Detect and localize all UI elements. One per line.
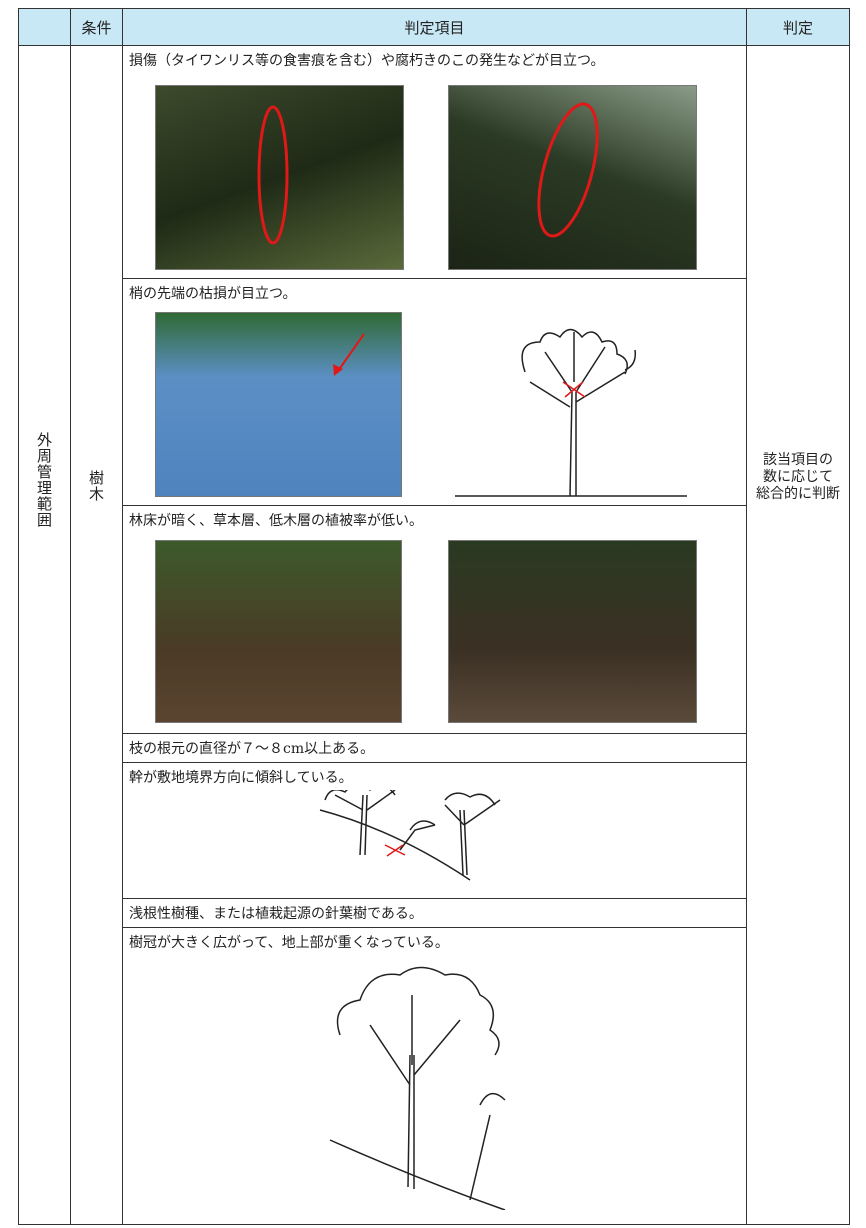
arrow <box>337 333 365 372</box>
item-row: 浅根性樹種、または植栽起源の針葉樹である。 <box>123 899 746 928</box>
header-cell: 判定項目 <box>122 8 747 46</box>
judgement: 該当項目の 数に応じて 総合的に判断 <box>747 452 849 503</box>
item-row: 林床が暗く、草本層、低木層の植被率が低い。 <box>123 506 746 734</box>
header-blank <box>18 8 71 46</box>
item-text: 林床が暗く、草本層、低木層の植被率が低い。 <box>129 513 423 529</box>
item-row: 枝の根元の直径が７～８cm以上ある。 <box>123 734 746 763</box>
item-text: 枝の根元の直径が７～８cm以上ある。 <box>129 741 375 757</box>
arrow-head <box>333 364 343 376</box>
header-text: 条件 <box>81 18 112 37</box>
judgement-line: 数に応じて <box>763 469 833 485</box>
photo <box>448 85 697 270</box>
item-text: 浅根性樹種、または植栽起源の針葉樹である。 <box>129 906 423 922</box>
photo <box>155 312 402 497</box>
photo <box>448 540 697 723</box>
tree-drawing <box>329 966 506 1210</box>
judgement-line: 総合的に判断 <box>756 486 840 502</box>
item-row: 幹が敷地境界方向に傾斜している。 <box>123 763 746 899</box>
photo <box>155 540 402 723</box>
item-text: 樹冠が大きく広がって、地上部が重くなっている。 <box>129 935 449 951</box>
condition-text: 樹木 <box>87 470 105 502</box>
item-row: 損傷（タイワンリス等の食害痕を含む）や腐朽きのこの発生などが目立つ。 <box>123 46 746 279</box>
tree-drawing <box>319 790 501 881</box>
highlight <box>537 102 599 238</box>
judgement-line: 該当項目の <box>763 452 833 468</box>
item-row: 梢の先端の枯損が目立つ。 <box>123 279 746 506</box>
item-text: 梢の先端の枯損が目立つ。 <box>129 286 297 302</box>
header-text: 判定項目 <box>404 18 465 37</box>
tree-drawing <box>455 328 687 497</box>
item-text: 損傷（タイワンリス等の食害痕を含む）や腐朽きのこの発生などが目立つ。 <box>129 53 605 69</box>
item-text: 幹が敷地境界方向に傾斜している。 <box>129 770 353 786</box>
header-cell: 条件 <box>70 8 123 46</box>
item-row: 樹冠が大きく広がって、地上部が重くなっている。 <box>123 928 746 1228</box>
highlight <box>257 105 289 245</box>
header-text: 判定 <box>782 18 813 37</box>
category-text: 外周管理範囲 <box>35 432 53 528</box>
